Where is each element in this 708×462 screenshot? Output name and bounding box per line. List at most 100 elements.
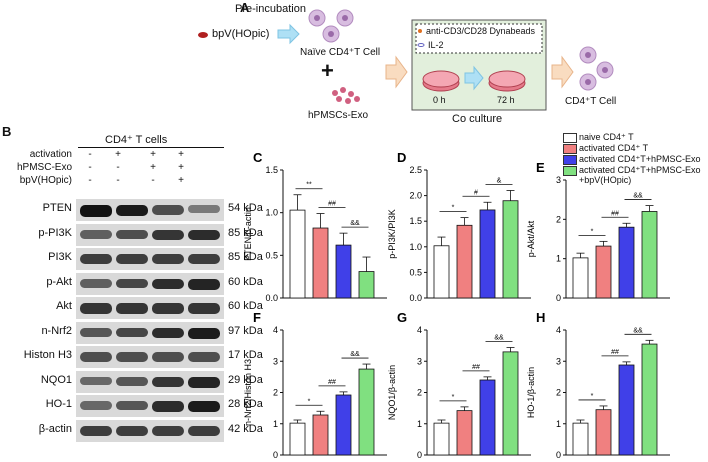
y-tick-label: 3 (556, 175, 561, 185)
bar (572, 422, 589, 456)
condition-sign: - (151, 175, 155, 186)
blot-band (116, 327, 148, 338)
panel-letter: G (397, 310, 407, 325)
y-tick-label: 4 (417, 325, 422, 335)
significance-label: * (452, 394, 455, 401)
legend-swatch (563, 166, 577, 176)
plus-sign: + (321, 58, 334, 83)
y-axis-label: PTEN/β-actin (243, 207, 253, 261)
blot-protein-label: Akt (56, 300, 72, 312)
bar (502, 200, 519, 299)
bar (312, 414, 329, 456)
significance-label: && (633, 193, 643, 200)
significance-label: * (452, 205, 455, 212)
blot-band (116, 278, 148, 289)
arrow-icon (277, 23, 300, 45)
y-tick-label: 2 (417, 388, 422, 398)
blot-band (116, 303, 148, 314)
bar (572, 257, 589, 299)
dish-icon (422, 70, 460, 92)
chart-E: E 0 1 2 3 p-Akt/Akt * ## && (526, 160, 670, 303)
legend-label: activated CD4⁺ T (579, 143, 649, 153)
bar (433, 422, 450, 456)
panel-letter: E (536, 160, 545, 175)
blot-kda-label: 97 kDa (228, 324, 263, 337)
significance-label: && (633, 327, 643, 334)
y-tick-label: 0 (556, 293, 561, 303)
bar (502, 351, 519, 456)
condition-sign: + (178, 149, 184, 160)
blot-band (116, 254, 148, 265)
bar (595, 409, 612, 456)
condition-sign: + (150, 149, 156, 160)
dynabeads-label: anti-CD3/CD28 Dynabeads (426, 26, 536, 36)
bar (289, 209, 306, 299)
exo-label: hPMSCs-Exo (308, 110, 369, 121)
blot-strip (76, 395, 224, 417)
cd4-cell-icon (579, 46, 614, 91)
y-tick-label: 3 (417, 356, 422, 366)
bar (618, 364, 635, 456)
blot-strip (76, 370, 224, 393)
significance-label: ## (611, 349, 619, 356)
blot-band (80, 425, 112, 436)
significance-label: * (591, 228, 594, 235)
significance-label: && (350, 351, 360, 358)
blot-protein-label: β-actin (38, 422, 72, 435)
panel-letter: C (253, 150, 263, 165)
chart-F: F 0 1 2 3 4 n-Nrf2/Histon H3 * ## && (243, 310, 387, 460)
blot-strip (76, 248, 224, 270)
blot-band (116, 425, 148, 436)
legend-swatch (563, 144, 577, 154)
y-tick-label: 4 (556, 325, 561, 335)
legend-label: activated CD4⁺T+hPMSC-Exo (579, 165, 701, 175)
significance-label: ## (611, 210, 619, 217)
y-tick-label: 3 (556, 356, 561, 366)
bar (479, 379, 496, 456)
significance-label: # (474, 189, 478, 196)
panel-letter: H (536, 310, 545, 325)
blot-protein-label: HO-1 (45, 398, 72, 410)
naive-cell-label: Naïve CD4⁺T Cell (300, 47, 381, 58)
condition-label: activation (29, 149, 72, 160)
y-tick-label: 0.0 (409, 293, 422, 303)
panel-b-letter: B (2, 124, 12, 139)
blot-band (116, 229, 148, 240)
blot-band (152, 205, 184, 215)
condition-sign: + (115, 149, 121, 160)
cd4-cell-label: CD4⁺T Cell (565, 96, 617, 107)
blot-band (80, 401, 112, 410)
significance-label: * (308, 398, 311, 405)
drug-dot-icon (198, 32, 208, 38)
y-tick-label: 2 (556, 388, 561, 398)
y-axis-label: NQO1/β-actin (387, 365, 397, 420)
blot-band (188, 254, 220, 265)
blot-strip (76, 199, 224, 221)
blot-kda-label: 54 kDa (228, 202, 263, 214)
condition-sign: - (116, 162, 120, 173)
blot-protein-label: PTEN (42, 202, 72, 214)
blot-strip (76, 272, 224, 295)
blot-kda-label: 42 kDa (228, 422, 263, 435)
condition-label: hPMSC-Exo (16, 162, 72, 173)
naive-cell-icon (308, 9, 354, 43)
y-tick-label: 1 (417, 419, 422, 429)
blot-band (116, 401, 148, 411)
blot-band (80, 229, 112, 239)
blot-band (152, 401, 184, 412)
blot-strip (76, 297, 224, 319)
coculture-label: Co culture (452, 113, 503, 125)
y-axis-label: p-Akt/Akt (526, 220, 536, 257)
significance-label: ## (328, 201, 336, 208)
blot-band (152, 425, 184, 436)
bar (456, 224, 473, 299)
y-tick-label: 2.5 (409, 165, 422, 175)
y-tick-label: 2 (556, 214, 561, 224)
y-tick-label: 1.0 (409, 242, 422, 252)
arrow-icon (464, 65, 484, 91)
preincubation-label: Pre-incubation (235, 3, 306, 15)
condition-sign: - (88, 175, 92, 186)
chart-G: G 0 1 2 3 4 NQO1/β-actin * ## && (387, 310, 531, 460)
bar (358, 368, 375, 456)
